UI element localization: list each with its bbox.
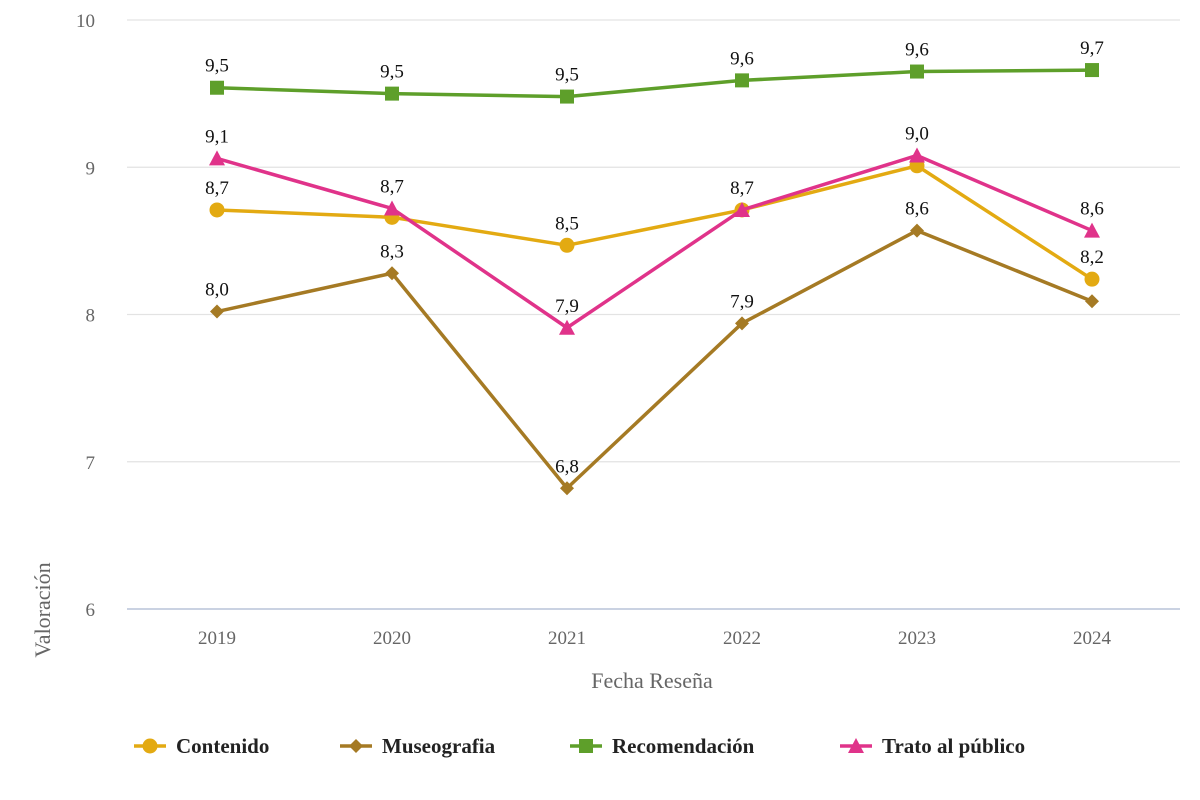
data-label-museografia: 8,0 xyxy=(205,280,229,301)
series-museografia xyxy=(210,223,1099,496)
data-point-museografia xyxy=(1085,294,1099,309)
data-point-recomendaci-n xyxy=(560,89,574,104)
series-line-trato-al-p-blico xyxy=(216,153,1093,330)
y-axis-ticks: 6 7 8 9 10 xyxy=(76,11,95,621)
legend-item-museografia: Museografia xyxy=(340,734,496,758)
data-point-trato-al-p-blico xyxy=(209,150,225,166)
data-point-contenido xyxy=(1084,271,1100,287)
series-line-recomendaci-n xyxy=(216,68,1093,99)
data-label-recomendaci-n: 9,5 xyxy=(380,62,404,83)
data-label-trato-al-p-blico: 8,7 xyxy=(380,176,404,197)
data-point-recomendaci-n xyxy=(385,86,399,101)
data-label-contenido: 8,2 xyxy=(1080,247,1104,268)
data-label-contenido: 8,7 xyxy=(205,178,229,199)
y-tick-label: 10 xyxy=(76,11,95,32)
data-point-museografia xyxy=(735,316,749,331)
series-line-museografia xyxy=(216,228,1093,491)
legend-square-icon xyxy=(579,739,593,753)
x-axis-title: Fecha Reseña xyxy=(591,668,713,693)
series-trato-al-p-blico xyxy=(209,147,1100,335)
y-tick-label: 9 xyxy=(86,158,96,179)
x-tick-label: 2019 xyxy=(198,628,236,649)
data-label-recomendaci-n: 9,5 xyxy=(205,56,229,77)
legend-label: Trato al público xyxy=(882,734,1025,758)
legend-label: Contenido xyxy=(176,734,269,758)
data-labels: 8,7 8,5 8,2 8,0 8,3 6,8 7,9 8,6 9,5 9,5 9,5 9,6 9,6 9… xyxy=(205,38,1104,477)
data-label-recomendaci-n: 9,5 xyxy=(555,65,579,86)
y-tick-label: 8 xyxy=(86,306,96,327)
data-label-trato-al-p-blico: 9,1 xyxy=(205,126,229,147)
data-label-trato-al-p-blico: 9,0 xyxy=(905,123,929,144)
x-axis-ticks: 2019 2020 2021 2022 2023 2024 xyxy=(198,628,1112,649)
x-tick-label: 2022 xyxy=(723,628,761,649)
legend-circle-icon xyxy=(142,738,158,754)
grid xyxy=(127,19,1180,610)
y-tick-label: 7 xyxy=(86,453,96,474)
y-tick-label: 6 xyxy=(86,600,96,621)
data-point-museografia xyxy=(210,304,224,319)
data-label-museografia: 8,3 xyxy=(380,241,404,262)
data-point-museografia xyxy=(385,266,399,281)
legend-item-trato-al-p-blico: Trato al público xyxy=(840,734,1025,758)
series-group xyxy=(209,63,1100,496)
data-point-trato-al-p-blico xyxy=(909,147,925,163)
data-point-museografia xyxy=(560,481,574,496)
data-label-contenido: 8,5 xyxy=(555,213,579,234)
legend-item-contenido: Contenido xyxy=(134,734,269,758)
data-point-recomendaci-n xyxy=(910,64,924,79)
data-label-museografia: 8,6 xyxy=(905,199,929,220)
x-tick-label: 2020 xyxy=(373,628,411,649)
y-axis-title: Valoración xyxy=(30,562,55,657)
data-label-museografia: 6,8 xyxy=(555,456,579,477)
data-label-trato-al-p-blico: 7,9 xyxy=(555,296,579,317)
legend: Contenido Museografia Recomendación Trato a… xyxy=(134,734,1025,758)
series-recomendaci-n xyxy=(210,63,1099,104)
x-tick-label: 2021 xyxy=(548,628,586,649)
data-label-recomendaci-n: 9,6 xyxy=(905,40,929,61)
data-point-recomendaci-n xyxy=(210,80,224,95)
data-point-trato-al-p-blico xyxy=(734,201,750,217)
data-point-recomendaci-n xyxy=(735,73,749,88)
x-tick-label: 2024 xyxy=(1073,628,1112,649)
data-point-trato-al-p-blico xyxy=(384,200,400,216)
data-point-museografia xyxy=(910,223,924,238)
legend-triangle-icon xyxy=(848,738,864,753)
legend-item-recomendaci-n: Recomendación xyxy=(570,734,755,758)
data-label-trato-al-p-blico: 8,7 xyxy=(730,178,754,199)
data-label-museografia: 7,9 xyxy=(730,291,754,312)
series-line-contenido xyxy=(216,164,1093,281)
data-label-recomendaci-n: 9,6 xyxy=(730,48,754,69)
data-label-recomendaci-n: 9,7 xyxy=(1080,38,1104,59)
legend-diamond-icon xyxy=(349,739,363,753)
data-point-contenido xyxy=(209,202,225,218)
legend-label: Recomendación xyxy=(612,734,755,758)
data-point-contenido xyxy=(559,237,575,253)
data-point-trato-al-p-blico xyxy=(559,319,575,335)
data-point-recomendaci-n xyxy=(1085,63,1099,78)
legend-label: Museografia xyxy=(382,734,496,758)
data-point-trato-al-p-blico xyxy=(1084,222,1100,238)
x-tick-label: 2023 xyxy=(898,628,936,649)
data-label-trato-al-p-blico: 8,6 xyxy=(1080,199,1104,220)
